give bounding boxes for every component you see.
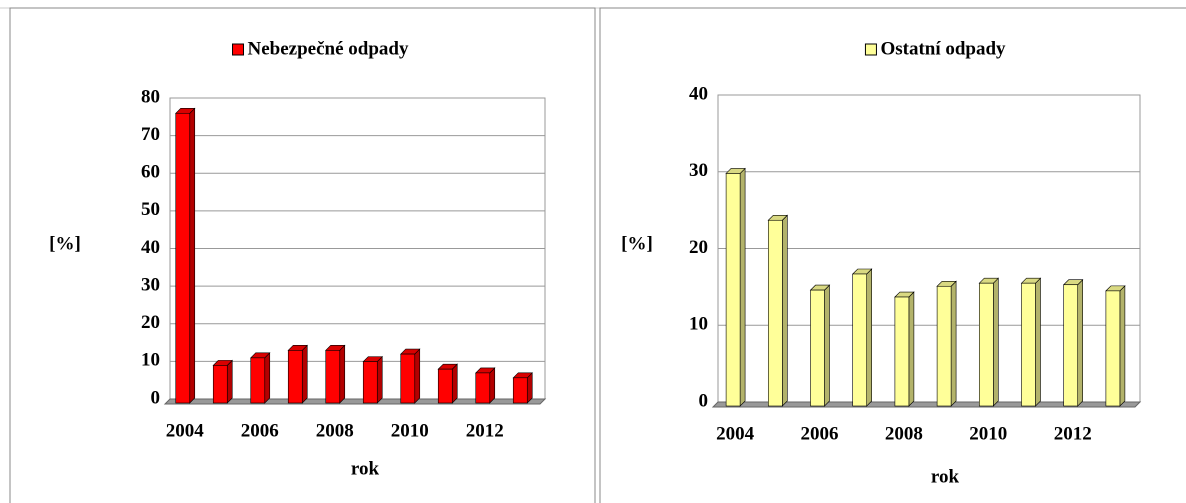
y-tick-label: 0 xyxy=(699,390,709,411)
legend-swatch xyxy=(232,43,245,56)
bar-side xyxy=(739,167,746,407)
legend-label: Nebezpečné odpady xyxy=(248,38,409,59)
bar-side xyxy=(1119,285,1126,407)
bar xyxy=(852,273,868,407)
bar-side xyxy=(824,284,830,407)
bar-side xyxy=(908,291,915,407)
bar-side xyxy=(339,344,346,404)
y-axis-label: [%] xyxy=(621,233,653,254)
x-tick-label: 2012 xyxy=(1054,423,1092,444)
y-tick-label: 40 xyxy=(689,83,708,104)
bar-side xyxy=(866,268,873,407)
x-tick-label: 2008 xyxy=(885,423,923,444)
bar-side xyxy=(301,344,308,404)
bar xyxy=(894,296,910,407)
legend-label: Ostatní odpady xyxy=(880,38,1006,59)
bar xyxy=(475,372,491,404)
bar xyxy=(437,368,453,404)
bar-side xyxy=(992,277,999,407)
bar-side xyxy=(1077,279,1083,407)
y-tick-label: 10 xyxy=(141,350,160,371)
bar xyxy=(250,357,266,404)
y-tick-label: 50 xyxy=(141,199,160,220)
y-tick-label: 20 xyxy=(689,237,708,258)
bar xyxy=(325,350,341,404)
bar xyxy=(212,365,228,404)
bar-side xyxy=(226,359,233,404)
bar xyxy=(725,173,741,407)
y-tick-label: 80 xyxy=(141,86,160,107)
x-tick-label: 2006 xyxy=(801,423,839,444)
panel-left xyxy=(9,7,596,503)
y-tick-label: 10 xyxy=(689,314,708,335)
y-tick-label: 30 xyxy=(689,160,708,181)
y-tick-label: 30 xyxy=(141,274,160,295)
bar xyxy=(1063,284,1078,407)
x-tick-label: 2004 xyxy=(166,420,205,441)
x-tick-label: 2006 xyxy=(241,420,279,441)
bar-side xyxy=(781,214,788,407)
bar-side xyxy=(1035,277,1041,407)
bar xyxy=(175,112,191,404)
bar-side xyxy=(376,355,383,404)
bar xyxy=(512,377,528,404)
x-tick-label: 2010 xyxy=(391,420,429,441)
x-tick-label: 2012 xyxy=(466,420,504,441)
x-tick-label: 2004 xyxy=(716,423,755,444)
y-tick-label: 60 xyxy=(141,162,160,183)
panel-right xyxy=(599,7,1186,503)
bar xyxy=(1021,282,1036,407)
bar-side xyxy=(489,367,496,404)
bar-side xyxy=(189,107,196,404)
x-axis-label: rok xyxy=(931,466,960,487)
y-tick-label: 20 xyxy=(141,312,160,333)
bar-side xyxy=(950,280,957,407)
y-tick-label: 70 xyxy=(141,124,160,145)
bar xyxy=(978,282,994,407)
y-tick-label: 0 xyxy=(151,387,161,408)
x-tick-label: 2008 xyxy=(316,420,354,441)
bar xyxy=(362,361,378,404)
bar xyxy=(1105,290,1121,407)
y-axis-label: [%] xyxy=(49,233,81,254)
bar xyxy=(287,350,303,404)
bar xyxy=(767,219,783,407)
bar-side xyxy=(414,348,421,404)
x-tick-label: 2010 xyxy=(969,423,1007,444)
legend-swatch xyxy=(864,43,877,56)
x-axis-label: rok xyxy=(351,458,380,479)
bar xyxy=(810,289,825,407)
bar-side xyxy=(451,363,458,404)
bar xyxy=(400,353,416,404)
bar xyxy=(936,285,952,407)
y-tick-label: 40 xyxy=(141,237,160,258)
bar-side xyxy=(264,352,271,404)
